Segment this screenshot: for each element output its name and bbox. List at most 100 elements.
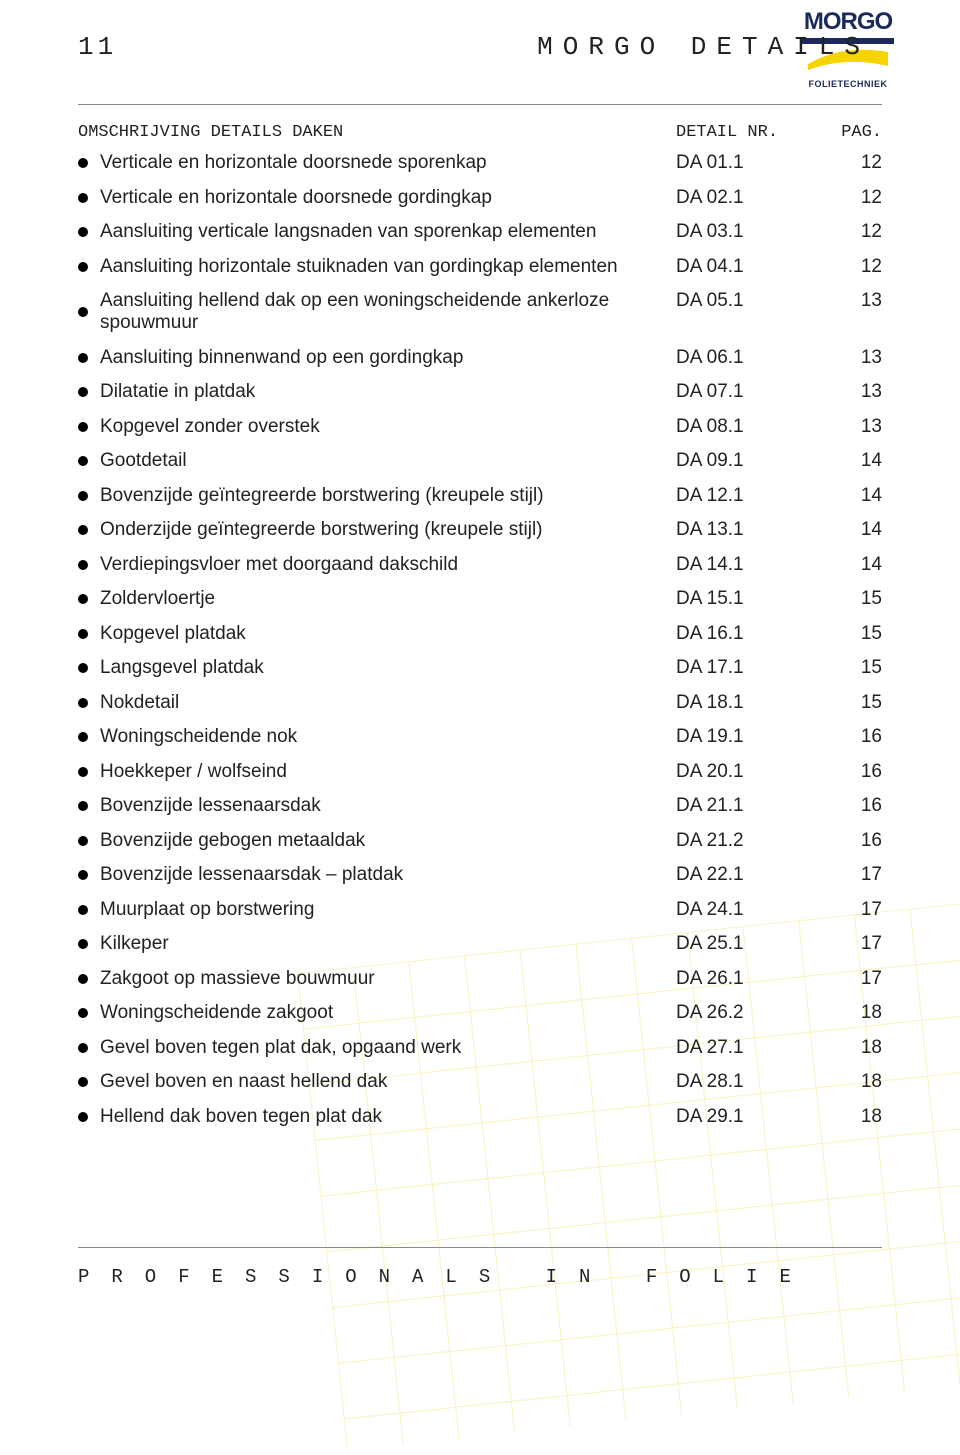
row-page: 18: [826, 1037, 882, 1059]
row-description: Verticale en horizontale doorsnede gordi…: [100, 187, 676, 209]
row-description: Zakgoot op massieve bouwmuur: [100, 968, 676, 990]
row-description: Zoldervloertje: [100, 588, 676, 610]
row-description: Gevel boven en naast hellend dak: [100, 1071, 676, 1093]
table-row: Verdiepingsvloer met doorgaand dakschild…: [78, 554, 882, 576]
bullet-icon: [78, 801, 88, 811]
row-description: Hellend dak boven tegen plat dak: [100, 1106, 676, 1128]
row-page: 12: [826, 152, 882, 174]
bullet-icon: [78, 767, 88, 777]
row-description: Bovenzijde lessenaarsdak: [100, 795, 676, 817]
bullet-icon: [78, 732, 88, 742]
row-description: Bovenzijde lessenaarsdak – platdak: [100, 864, 676, 886]
row-detail-nr: DA 29.1: [676, 1106, 826, 1128]
bullet-icon: [78, 227, 88, 237]
row-detail-nr: DA 25.1: [676, 933, 826, 955]
table-row: KilkeperDA 25.117: [78, 933, 882, 955]
row-detail-nr: DA 13.1: [676, 519, 826, 541]
row-page: 17: [826, 899, 882, 921]
bullet-icon: [78, 1077, 88, 1087]
bullet-icon: [78, 1008, 88, 1018]
row-detail-nr: DA 21.1: [676, 795, 826, 817]
row-page: 18: [826, 1106, 882, 1128]
table-row: Aansluiting binnenwand op een gordingkap…: [78, 347, 882, 369]
row-page: 18: [826, 1071, 882, 1093]
row-detail-nr: DA 16.1: [676, 623, 826, 645]
table-row: Verticale en horizontale doorsnede gordi…: [78, 187, 882, 209]
row-page: 14: [826, 554, 882, 576]
table-row: Onderzijde geïntegreerde borstwering (kr…: [78, 519, 882, 541]
row-page: 17: [826, 968, 882, 990]
bullet-icon: [78, 836, 88, 846]
row-page: 18: [826, 1002, 882, 1024]
bullet-icon: [78, 629, 88, 639]
row-description: Muurplaat op borstwering: [100, 899, 676, 921]
row-description: Aansluiting binnenwand op een gordingkap: [100, 347, 676, 369]
bullet-icon: [78, 353, 88, 363]
row-page: 13: [826, 290, 882, 312]
row-description: Langsgevel platdak: [100, 657, 676, 679]
row-description: Woningscheidende zakgoot: [100, 1002, 676, 1024]
bullet-icon: [78, 939, 88, 949]
row-detail-nr: DA 26.1: [676, 968, 826, 990]
row-detail-nr: DA 09.1: [676, 450, 826, 472]
row-description: Gootdetail: [100, 450, 676, 472]
row-page: 12: [826, 187, 882, 209]
bullet-icon: [78, 456, 88, 466]
row-page: 13: [826, 381, 882, 403]
row-description: Nokdetail: [100, 692, 676, 714]
table-row: Bovenzijde geïntegreerde borstwering (kr…: [78, 485, 882, 507]
footer-rule: [78, 1247, 882, 1248]
bullet-icon: [78, 307, 88, 317]
row-page: 12: [826, 256, 882, 278]
table-row: Gevel boven tegen plat dak, opgaand werk…: [78, 1037, 882, 1059]
row-description: Kilkeper: [100, 933, 676, 955]
bullet-icon: [78, 594, 88, 604]
row-description: Kopgevel platdak: [100, 623, 676, 645]
table-row: Woningscheidende zakgootDA 26.218: [78, 1002, 882, 1024]
row-page: 14: [826, 519, 882, 541]
table-row: Kopgevel zonder overstekDA 08.113: [78, 416, 882, 438]
row-page: 13: [826, 416, 882, 438]
row-description: Verticale en horizontale doorsnede spore…: [100, 152, 676, 174]
row-detail-nr: DA 12.1: [676, 485, 826, 507]
page-header: 11 MORGO DETAILS: [78, 32, 882, 62]
row-description: Bovenzijde gebogen metaaldak: [100, 830, 676, 852]
row-detail-nr: DA 15.1: [676, 588, 826, 610]
row-page: 16: [826, 830, 882, 852]
table-row: Bovenzijde gebogen metaaldakDA 21.216: [78, 830, 882, 852]
row-page: 12: [826, 221, 882, 243]
bullet-icon: [78, 422, 88, 432]
table-row: ZoldervloertjeDA 15.115: [78, 588, 882, 610]
bullet-icon: [78, 663, 88, 673]
table-row: Aansluiting horizontale stuiknaden van g…: [78, 256, 882, 278]
page-content: 11 MORGO DETAILS OMSCHRIJVING DETAILS DA…: [0, 0, 960, 1128]
table-row: Aansluiting hellend dak op een woningsch…: [78, 290, 882, 334]
column-header-page: PAG.: [826, 123, 882, 142]
table-row: Dilatatie in platdakDA 07.113: [78, 381, 882, 403]
row-detail-nr: DA 20.1: [676, 761, 826, 783]
row-detail-nr: DA 21.2: [676, 830, 826, 852]
row-page: 13: [826, 347, 882, 369]
column-header-detail: DETAIL NR.: [676, 123, 826, 142]
row-detail-nr: DA 19.1: [676, 726, 826, 748]
row-detail-nr: DA 26.2: [676, 1002, 826, 1024]
row-detail-nr: DA 02.1: [676, 187, 826, 209]
bullet-icon: [78, 262, 88, 272]
row-description: Aansluiting horizontale stuiknaden van g…: [100, 256, 676, 278]
row-page: 15: [826, 692, 882, 714]
row-description: Woningscheidende nok: [100, 726, 676, 748]
column-header-description: OMSCHRIJVING DETAILS DAKEN: [78, 123, 676, 142]
bullet-icon: [78, 974, 88, 984]
table-row: Hoekkeper / wolfseindDA 20.116: [78, 761, 882, 783]
row-detail-nr: DA 14.1: [676, 554, 826, 576]
row-detail-nr: DA 28.1: [676, 1071, 826, 1093]
table-row: Hellend dak boven tegen plat dakDA 29.11…: [78, 1106, 882, 1128]
table-row: Zakgoot op massieve bouwmuurDA 26.117: [78, 968, 882, 990]
table-row: Kopgevel platdakDA 16.115: [78, 623, 882, 645]
row-detail-nr: DA 08.1: [676, 416, 826, 438]
row-description: Hoekkeper / wolfseind: [100, 761, 676, 783]
row-description: Bovenzijde geïntegreerde borstwering (kr…: [100, 485, 676, 507]
bullet-icon: [78, 387, 88, 397]
table-row: Bovenzijde lessenaarsdak – platdakDA 22.…: [78, 864, 882, 886]
bullet-icon: [78, 491, 88, 501]
